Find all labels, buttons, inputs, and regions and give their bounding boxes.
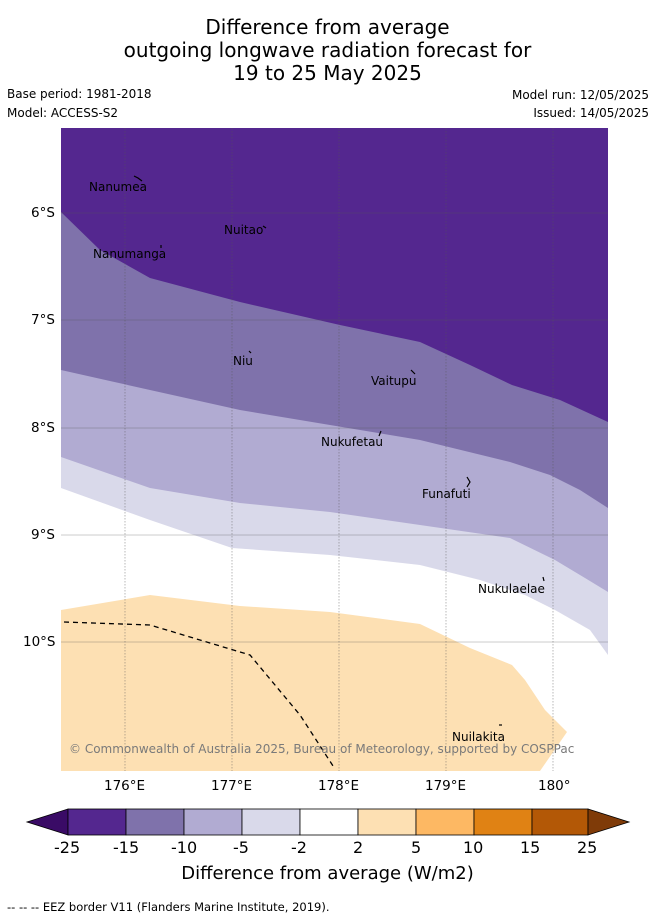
lat-label-9s: 9°S <box>31 527 55 543</box>
colorbar-tick-10: 10 <box>463 838 484 857</box>
lon-label-176e: 176°E <box>104 778 146 794</box>
colorbar-swatch-2 <box>125 808 185 836</box>
colorbar-swatch-3 <box>183 808 243 836</box>
copyright-notice: © Commonwealth of Australia 2025, Bureau… <box>69 742 575 756</box>
issued-date: Issued: 14/05/2025 <box>533 106 649 120</box>
colorbar-extend-low <box>25 808 69 836</box>
colorbar-swatch-9 <box>531 808 589 836</box>
colorbar-swatch-5 <box>299 808 359 836</box>
anomaly-field <box>61 128 608 771</box>
map-title: Difference from average outgoing longwav… <box>0 16 655 85</box>
colorbar-tick-25: 25 <box>577 838 598 857</box>
colorbar <box>25 808 631 836</box>
funafuti-island <box>466 476 471 488</box>
place-funafuti: Funafuti <box>422 487 471 501</box>
lon-label-177e: 177°E <box>211 778 253 794</box>
colorbar-swatch-8 <box>473 808 533 836</box>
nukulaelae-island <box>542 576 545 582</box>
colorbar-swatch-7 <box>415 808 475 836</box>
lon-label-179e: 179°E <box>425 778 467 794</box>
place-nukulaelae: Nukulaelae <box>478 582 545 596</box>
island-marks <box>133 175 545 726</box>
colorbar-tick-5: 5 <box>411 838 422 857</box>
lat-label-10s: 10°S <box>23 634 56 650</box>
place-niu: Niu <box>233 354 253 368</box>
eez-legend-note: -- -- -- EEZ border V11 (Flanders Marine… <box>7 900 330 914</box>
lat-label-8s: 8°S <box>31 420 55 436</box>
model-name: Model: ACCESS-S2 <box>7 106 119 120</box>
lat-label-6s: 6°S <box>31 205 55 221</box>
niu-island <box>248 350 252 354</box>
title-line-3: 19 to 25 May 2025 <box>233 61 422 85</box>
lon-label-180: 180° <box>538 778 571 794</box>
colorbar-tick-minus15: -15 <box>113 838 140 857</box>
place-nukufetau: Nukufetau <box>321 435 384 449</box>
title-line-2: outgoing longwave radiation forecast for <box>123 38 532 62</box>
gridlines <box>61 128 608 771</box>
vaitupu-island <box>410 369 416 375</box>
place-nanumea: Nanumea <box>89 180 147 194</box>
lon-label-178e: 178°E <box>318 778 360 794</box>
colorbar-tick-minus2: -2 <box>291 838 307 857</box>
place-nuilakita: Nuilakita <box>452 730 505 744</box>
colorbar-extend-high <box>587 808 631 836</box>
colorbar-swatch-4 <box>241 808 301 836</box>
nukufetau-island <box>378 430 382 437</box>
colorbar-tick-15: 15 <box>520 838 541 857</box>
colorbar-tick-2: 2 <box>353 838 364 857</box>
place-vaitupu: Vaitupu <box>371 374 417 388</box>
eez-border <box>63 621 336 770</box>
nanumea-island <box>133 175 143 182</box>
place-nuitao: Nuitao <box>224 223 264 237</box>
colorbar-tick-minus25: -25 <box>54 838 81 857</box>
base-period: Base period: 1981-2018 <box>7 87 152 101</box>
place-nanumanga: Nanumanga <box>93 247 167 261</box>
model-run: Model run: 12/05/2025 <box>511 88 649 102</box>
colorbar-swatch-1 <box>67 808 127 836</box>
colorbar-title: Difference from average (W/m2) <box>181 863 474 884</box>
nuitao-island <box>262 225 267 229</box>
colorbar-tick-minus5: -5 <box>233 838 249 857</box>
forecast-map <box>61 128 608 771</box>
band-minus15-minus25 <box>61 128 608 422</box>
colorbar-swatch-6 <box>357 808 417 836</box>
lat-label-7s: 7°S <box>31 312 55 328</box>
colorbar-tick-minus10: -10 <box>171 838 198 857</box>
title-line-1: Difference from average <box>205 15 450 39</box>
band-2-5 <box>61 595 567 771</box>
